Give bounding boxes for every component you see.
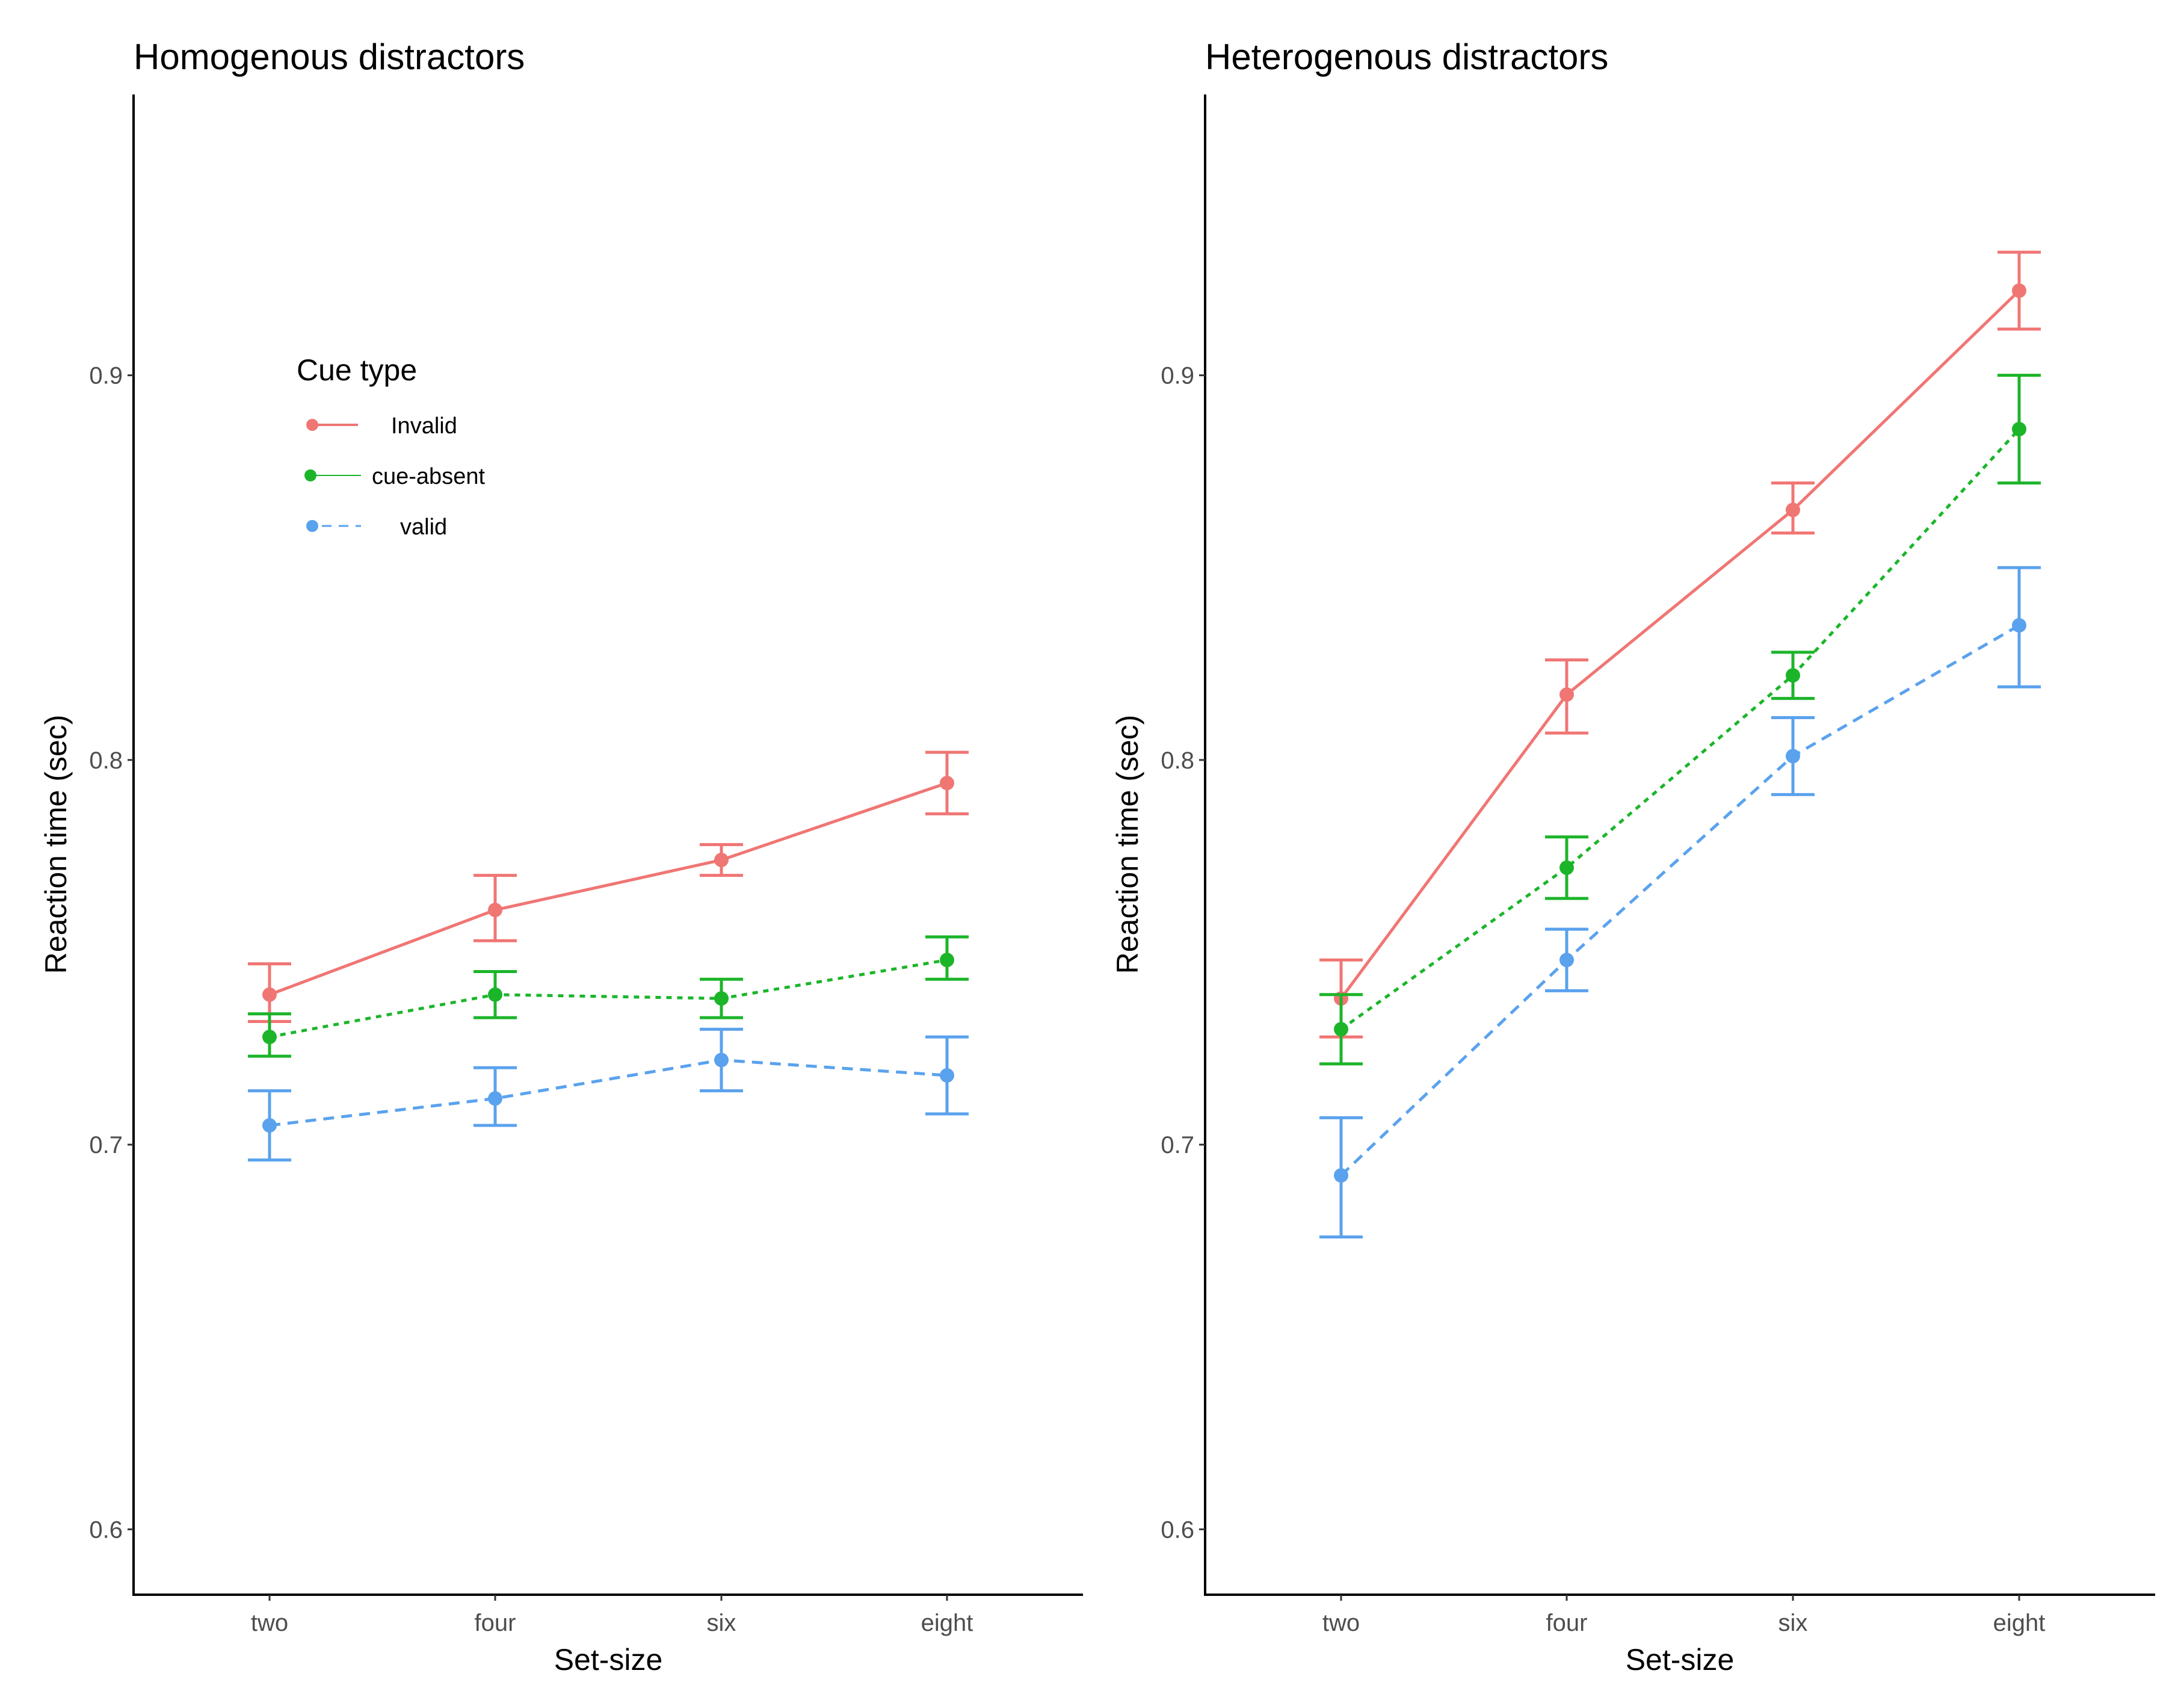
panel-title: Heterogenous distractors xyxy=(1205,37,1608,77)
series-line xyxy=(269,781,948,997)
y-tick-label: 0.8 xyxy=(1161,747,1194,774)
legend-item-cue-absent: cue-absent xyxy=(304,464,485,489)
plot-area: 0.6 0.7 0.8 0.9 two four six eight xyxy=(1161,250,2046,1636)
y-tick-label: 0.6 xyxy=(1161,1516,1194,1543)
series-line xyxy=(269,958,948,1039)
data-point xyxy=(1334,1168,1348,1183)
plot-area: 0.6 0.7 0.8 0.9 two four six eight xyxy=(89,363,973,1636)
data-point xyxy=(488,1091,502,1106)
data-point xyxy=(940,776,954,791)
legend-item-invalid: Invalid xyxy=(306,413,457,439)
data-point xyxy=(262,1030,277,1045)
data-point xyxy=(940,1068,954,1083)
data-point xyxy=(2012,283,2026,298)
series-invalid xyxy=(1319,250,2041,1039)
legend-key-point xyxy=(304,469,316,481)
series-cue-absent xyxy=(248,935,969,1058)
panel-heterogenous: Heterogenous distractors 0.6 0.7 0.8 0.9 two… xyxy=(1111,37,2155,1677)
y-axis-label: Reaction time (sec) xyxy=(1111,715,1144,974)
x-tick-label: six xyxy=(707,1610,736,1636)
data-point xyxy=(262,987,277,1002)
legend: Cue type Invalid cue-absent valid xyxy=(297,353,485,540)
panel-title: Homogenous distractors xyxy=(134,37,525,77)
data-point xyxy=(1334,1022,1348,1037)
data-point xyxy=(488,987,502,1002)
data-point xyxy=(1559,687,1574,702)
legend-label: Invalid xyxy=(391,413,457,439)
legend-label: cue-absent xyxy=(372,464,485,489)
x-tick-label: six xyxy=(1778,1610,1808,1636)
data-point xyxy=(1559,860,1574,875)
data-point xyxy=(2012,618,2026,633)
y-tick-label: 0.9 xyxy=(89,363,123,389)
legend-item-valid: valid xyxy=(306,515,447,540)
x-tick-label: two xyxy=(1322,1610,1360,1636)
data-point xyxy=(940,953,954,968)
data-point xyxy=(1786,502,1800,518)
series-valid xyxy=(1319,566,2041,1239)
data-point xyxy=(262,1118,277,1133)
series-line xyxy=(269,1058,948,1127)
y-tick-label: 0.8 xyxy=(89,747,123,774)
series-valid xyxy=(248,1027,969,1162)
y-tick-label: 0.9 xyxy=(1161,363,1194,389)
series-line xyxy=(1339,289,2020,1000)
panel-homogenous: Homogenous distractors 0.6 0.7 0.8 0.9 two fo… xyxy=(39,37,1083,1677)
data-point xyxy=(488,903,502,918)
x-tick-label: two xyxy=(251,1610,288,1636)
x-axis-label: Set-size xyxy=(1626,1643,1735,1677)
data-point xyxy=(714,1053,729,1068)
x-tick-label: four xyxy=(1546,1610,1588,1636)
series-line xyxy=(1340,623,2020,1177)
y-tick-label: 0.6 xyxy=(89,1516,123,1543)
y-axis-label: Reaction time (sec) xyxy=(39,715,73,974)
x-axis-label: Set-size xyxy=(554,1643,663,1677)
data-point xyxy=(1786,749,1800,764)
data-point xyxy=(1786,668,1800,683)
y-tick-label: 0.7 xyxy=(89,1132,123,1158)
data-point xyxy=(1559,953,1574,968)
series-cue-absent xyxy=(1319,374,2041,1066)
legend-label: valid xyxy=(400,515,447,540)
legend-key-point xyxy=(306,520,318,532)
y-tick-label: 0.7 xyxy=(1161,1132,1194,1158)
series-invalid xyxy=(248,750,969,1024)
data-point xyxy=(714,991,729,1006)
data-point xyxy=(714,853,729,868)
x-tick-label: eight xyxy=(921,1610,973,1636)
series-line xyxy=(1340,428,2020,1031)
legend-title: Cue type xyxy=(297,353,417,387)
x-tick-label: eight xyxy=(1993,1610,2046,1636)
data-point xyxy=(2012,422,2026,437)
legend-key-point xyxy=(306,419,318,431)
x-tick-label: four xyxy=(475,1610,516,1636)
